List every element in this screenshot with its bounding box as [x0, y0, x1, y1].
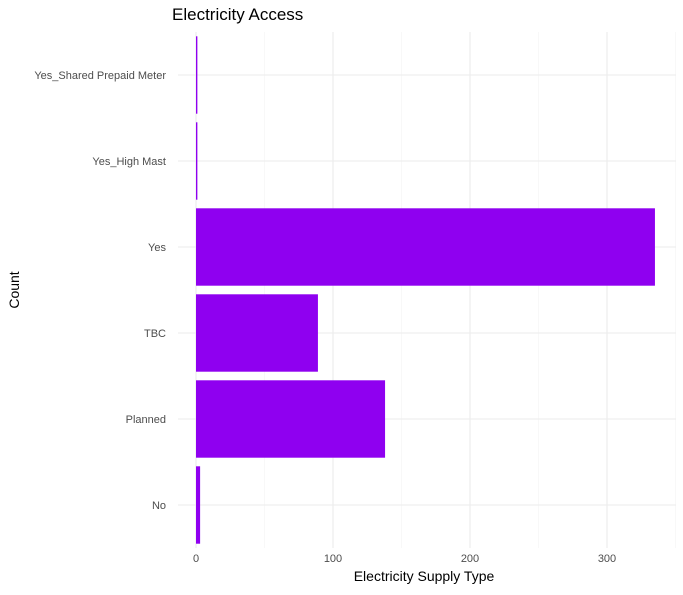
- bars-layer: [196, 36, 655, 544]
- y-tick-label: Planned: [126, 414, 166, 426]
- y-tick-label: TBC: [144, 328, 166, 340]
- y-tick-labels: No Planned TBC Yes Yes_High Mast Yes_Shared P…: [34, 70, 166, 512]
- bar: [196, 122, 198, 200]
- y-tick-label: Yes_Shared Prepaid Meter: [34, 70, 166, 82]
- x-tick-label: 300: [598, 553, 616, 565]
- x-tick-labels: 0 100 200 300: [193, 553, 616, 565]
- x-tick-label: 0: [193, 553, 199, 565]
- bar: [196, 36, 198, 114]
- y-tick-label: No: [152, 500, 166, 512]
- x-tick-label: 100: [324, 553, 342, 565]
- x-tick-label: 200: [461, 553, 479, 565]
- x-axis-title: Electricity Supply Type: [354, 568, 495, 584]
- chart-title: Electricity Access: [172, 5, 303, 24]
- grid-layer: [178, 32, 676, 548]
- bar: [196, 294, 318, 372]
- y-tick-label: Yes: [148, 242, 166, 254]
- y-tick-label: Yes_High Mast: [92, 156, 166, 168]
- y-axis-title: Count: [6, 271, 22, 308]
- bar: [196, 466, 201, 544]
- bar: [196, 208, 655, 286]
- bar: [196, 380, 386, 458]
